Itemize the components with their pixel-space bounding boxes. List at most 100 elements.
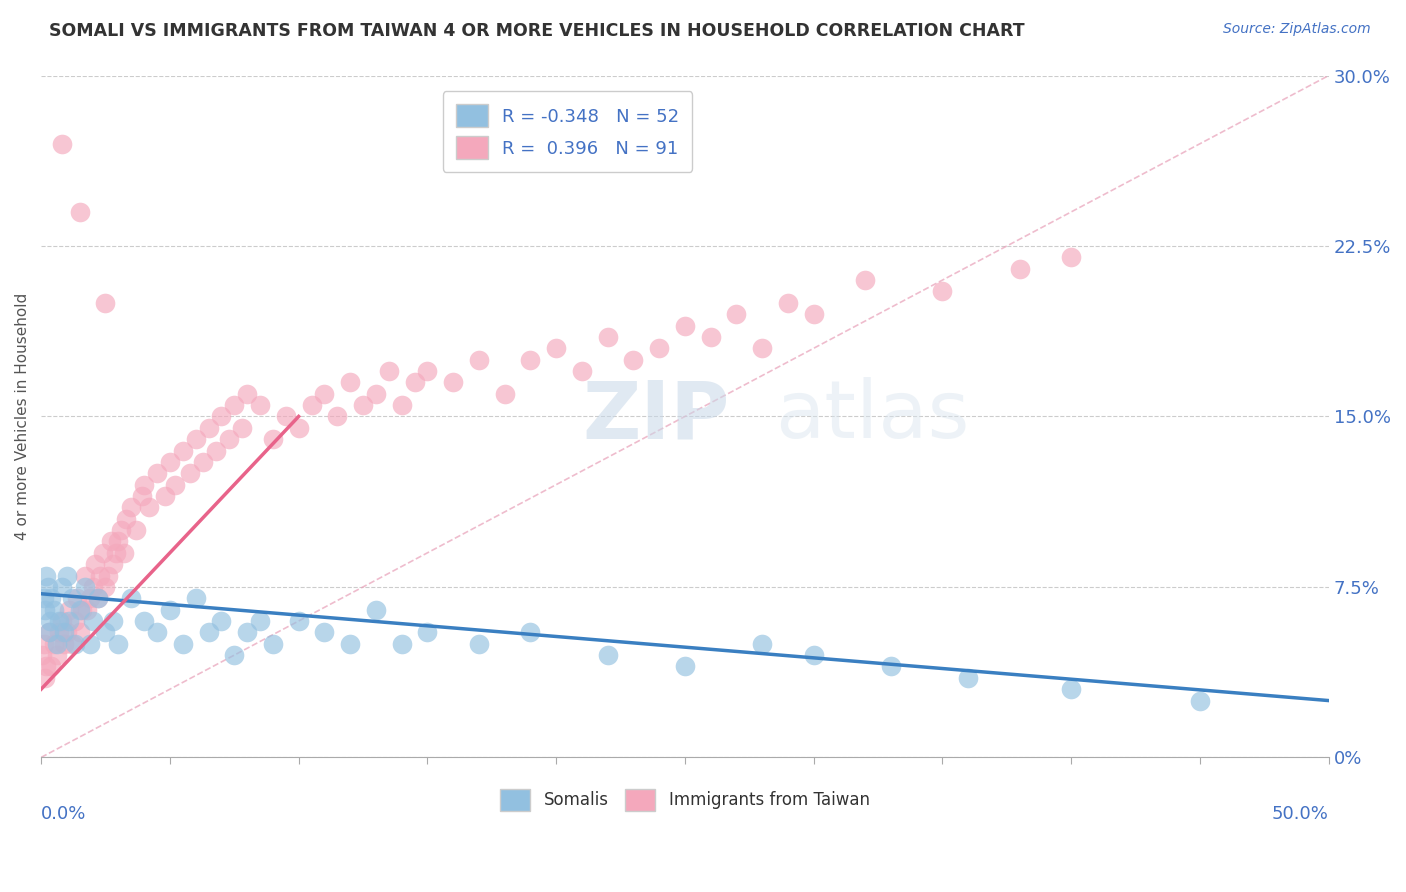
Point (107, 534, 129, 549)
Point (110, 523, 132, 537)
Point (38, 625, 60, 640)
Point (197, 625, 219, 640)
Point (596, 648, 619, 662)
Point (364, 386, 387, 401)
Point (1060, 251, 1083, 265)
Point (66, 591, 89, 606)
Point (115, 512, 138, 526)
Point (352, 398, 374, 412)
Point (209, 409, 232, 424)
Point (94, 295, 117, 310)
Point (262, 432, 284, 446)
Point (519, 352, 541, 367)
Point (73, 580, 96, 594)
Point (51, 136, 73, 151)
Point (73, 568, 96, 582)
Point (60, 637, 83, 651)
Point (63, 614, 86, 628)
Point (416, 364, 439, 378)
Point (125, 523, 148, 537)
Point (776, 295, 799, 310)
Point (274, 409, 297, 424)
Point (120, 500, 142, 515)
Point (880, 659, 903, 673)
Point (146, 625, 169, 640)
Point (1060, 682, 1083, 697)
Point (87, 591, 110, 606)
Point (546, 341, 568, 355)
Point (87, 591, 110, 606)
Point (364, 602, 387, 616)
Point (45, 637, 67, 651)
Point (89, 568, 111, 582)
Point (42, 637, 65, 651)
Point (112, 546, 135, 560)
Point (339, 637, 361, 651)
Point (104, 546, 127, 560)
Point (72, 602, 94, 616)
Point (931, 285, 953, 299)
Point (84, 558, 107, 572)
Point (41, 591, 63, 606)
Point (63, 637, 86, 651)
Point (673, 318, 696, 333)
Point (56, 625, 79, 640)
Point (76, 602, 98, 616)
Point (159, 602, 181, 616)
Point (69, 625, 91, 640)
Point (1008, 261, 1031, 276)
Point (69, 602, 91, 616)
Text: Source: ZipAtlas.com: Source: ZipAtlas.com (1223, 22, 1371, 37)
Point (249, 398, 271, 412)
Point (184, 432, 207, 446)
Point (404, 376, 426, 390)
Point (34, 671, 56, 685)
Point (94, 625, 117, 640)
Text: atlas: atlas (775, 377, 970, 456)
Y-axis label: 4 or more Vehicles in Household: 4 or more Vehicles in Household (15, 293, 30, 540)
Point (172, 637, 194, 651)
Point (56, 568, 79, 582)
Text: ZIP: ZIP (582, 377, 730, 456)
Point (193, 455, 215, 469)
Point (1188, 693, 1211, 707)
Point (287, 421, 309, 435)
Point (48, 614, 70, 628)
Point (249, 614, 271, 628)
Text: 0.0%: 0.0% (41, 805, 87, 823)
Point (32, 637, 55, 651)
Point (53, 625, 76, 640)
Point (42, 602, 65, 616)
Point (138, 500, 160, 515)
Point (751, 637, 773, 651)
Point (159, 455, 181, 469)
Point (519, 625, 541, 640)
Point (218, 432, 240, 446)
Point (153, 489, 176, 503)
Point (131, 489, 153, 503)
Point (134, 614, 156, 628)
Point (51, 614, 73, 628)
Point (751, 341, 773, 355)
Point (163, 477, 186, 491)
Point (378, 364, 401, 378)
Point (623, 352, 645, 367)
Point (51, 580, 73, 594)
Point (231, 421, 253, 435)
Point (94, 580, 117, 594)
Point (58, 602, 80, 616)
Point (100, 534, 122, 549)
Point (197, 421, 219, 435)
Point (648, 341, 671, 355)
Point (236, 625, 259, 640)
Point (91, 546, 114, 560)
Point (391, 398, 413, 412)
Point (120, 591, 142, 606)
Point (262, 637, 284, 651)
Point (31, 648, 53, 662)
Point (725, 307, 748, 321)
Point (179, 467, 201, 481)
Point (699, 330, 721, 344)
Point (441, 376, 464, 390)
Point (107, 637, 129, 651)
